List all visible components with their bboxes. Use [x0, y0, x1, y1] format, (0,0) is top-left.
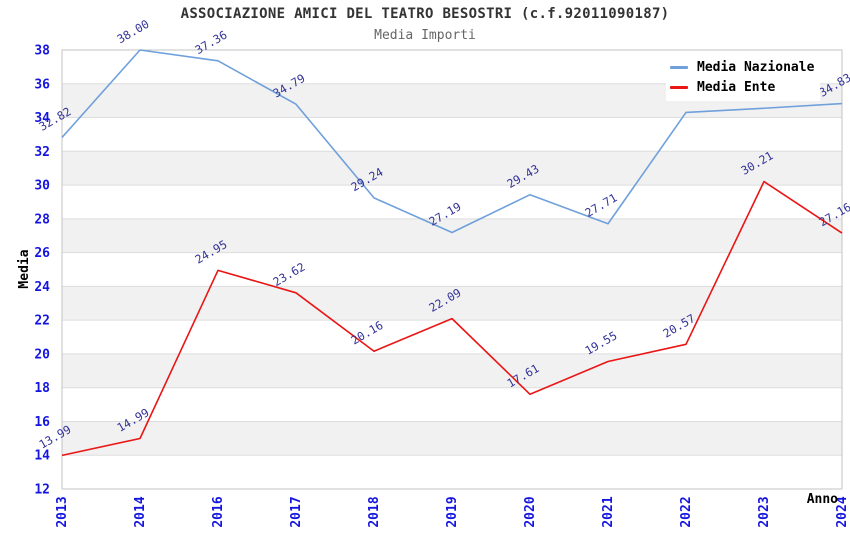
grid-band: [62, 353, 842, 388]
grid-band: [62, 286, 842, 321]
media-nazionale-line-swatch: [670, 66, 688, 69]
y-tick-label: 20: [34, 347, 50, 362]
legend-item-media-nazionale: Media Nazionale: [670, 60, 820, 75]
y-tick-label: 24: [34, 280, 50, 295]
grid-band: [62, 218, 842, 253]
x-tick-label: 2014: [133, 496, 148, 527]
y-tick-label: 18: [34, 381, 50, 396]
grid-band: [62, 151, 842, 186]
x-tick-label: 2018: [367, 496, 382, 527]
data-label: 37.36: [193, 28, 230, 57]
legend: Media Nazionale Media Ente: [666, 56, 820, 101]
grid-band: [62, 421, 842, 456]
x-tick-label: 2023: [757, 496, 772, 527]
y-tick-label: 38: [34, 44, 50, 59]
x-tick-label: 2022: [679, 496, 694, 527]
series-line-media-nazionale: [61, 49, 843, 234]
media-ente-line-swatch: [670, 86, 688, 89]
legend-item-media-ente: Media Ente: [670, 80, 820, 95]
y-tick-label: 34: [34, 111, 50, 126]
y-tick-label: 32: [34, 145, 50, 160]
y-tick-label: 16: [34, 415, 50, 430]
legend-label-media-ente: Media Ente: [697, 80, 776, 95]
data-label: 20.16: [349, 318, 386, 347]
plot-border: [61, 49, 843, 490]
x-tick-label: 2024: [835, 496, 850, 527]
x-tick-label: 2020: [523, 496, 538, 527]
x-tick-label: 2017: [289, 496, 304, 527]
y-tick-label: 12: [34, 483, 50, 498]
x-tick-label: 2016: [211, 496, 226, 527]
y-tick-label: 28: [34, 212, 50, 227]
data-label: 38.00: [115, 17, 152, 46]
legend-label-media-nazionale: Media Nazionale: [697, 60, 815, 75]
data-label: 23.62: [271, 260, 308, 289]
y-axis-title: Media: [17, 249, 32, 288]
series-line-media-ente: [61, 180, 843, 457]
x-tick-label: 2021: [601, 496, 616, 527]
x-tick-label: 2019: [445, 496, 460, 527]
x-tick-label: 2013: [55, 496, 70, 527]
chart-subtitle: Media Importi: [374, 28, 476, 43]
x-axis-title: Anno: [807, 492, 838, 507]
y-tick-label: 22: [34, 314, 50, 329]
chart-title: ASSOCIAZIONE AMICI DEL TEATRO BESOSTRI (…: [180, 6, 670, 22]
y-tick-label: 26: [34, 246, 50, 261]
data-label: 19.55: [583, 328, 620, 357]
y-tick-label: 30: [34, 179, 50, 194]
y-tick-label: 14: [34, 449, 50, 464]
y-tick-label: 36: [34, 77, 50, 92]
